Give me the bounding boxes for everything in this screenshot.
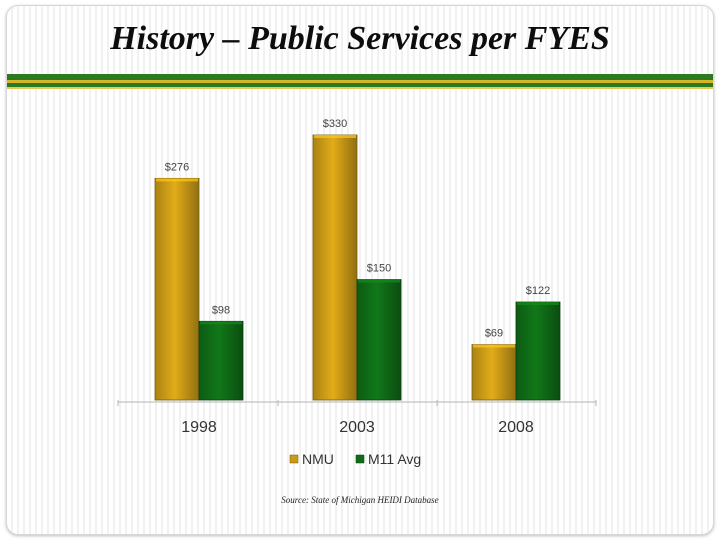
data-label-nmu-1998: $276: [165, 161, 189, 173]
bar-top-highlight-m11-avg-2003: [358, 279, 400, 283]
slide-title: History – Public Services per FYES: [110, 20, 610, 57]
legend-swatch-m11-avg: [355, 454, 365, 464]
bar-nmu-1998: [154, 177, 200, 401]
bar-top-highlight-nmu-2008: [473, 344, 515, 348]
data-label-m11-avg-2003: $150: [367, 263, 391, 275]
title-band-green: [7, 74, 713, 80]
title-band-green-lower: [7, 83, 713, 87]
legend-swatch-nmu: [289, 454, 299, 464]
bar-nmu-2003: [312, 134, 358, 401]
bar-m11-avg-2008: [515, 301, 561, 401]
data-label-m11-avg-1998: $98: [212, 304, 230, 316]
data-label-nmu-2008: $69: [485, 328, 503, 340]
x-tick-label-2003: 2003: [339, 419, 375, 436]
bar-m11-avg-1998: [198, 320, 244, 401]
data-label-m11-avg-2008: $122: [526, 285, 550, 297]
source-note: Source: State of Michigan HEIDI Database: [281, 495, 439, 505]
legend-label-m11-avg: M11 Avg: [368, 451, 421, 467]
bar-nmu-2008: [471, 344, 517, 401]
bar-m11-avg-2003: [356, 279, 402, 401]
bar-top-highlight-m11-avg-1998: [200, 321, 242, 325]
slide: History – Public Services per FYES Sourc…: [6, 5, 714, 535]
title-band-gold-lower: [7, 87, 713, 89]
bar-top-highlight-nmu-2003: [314, 135, 356, 138]
x-tick-label-1998: 1998: [181, 419, 217, 436]
legend-label-nmu: NMU: [302, 451, 334, 467]
data-label-nmu-2003: $330: [323, 118, 347, 130]
bar-top-highlight-m11-avg-2008: [517, 302, 559, 306]
bar-top-highlight-nmu-1998: [156, 178, 198, 182]
x-tick-label-2008: 2008: [498, 419, 534, 436]
title-band-gold: [7, 80, 713, 83]
